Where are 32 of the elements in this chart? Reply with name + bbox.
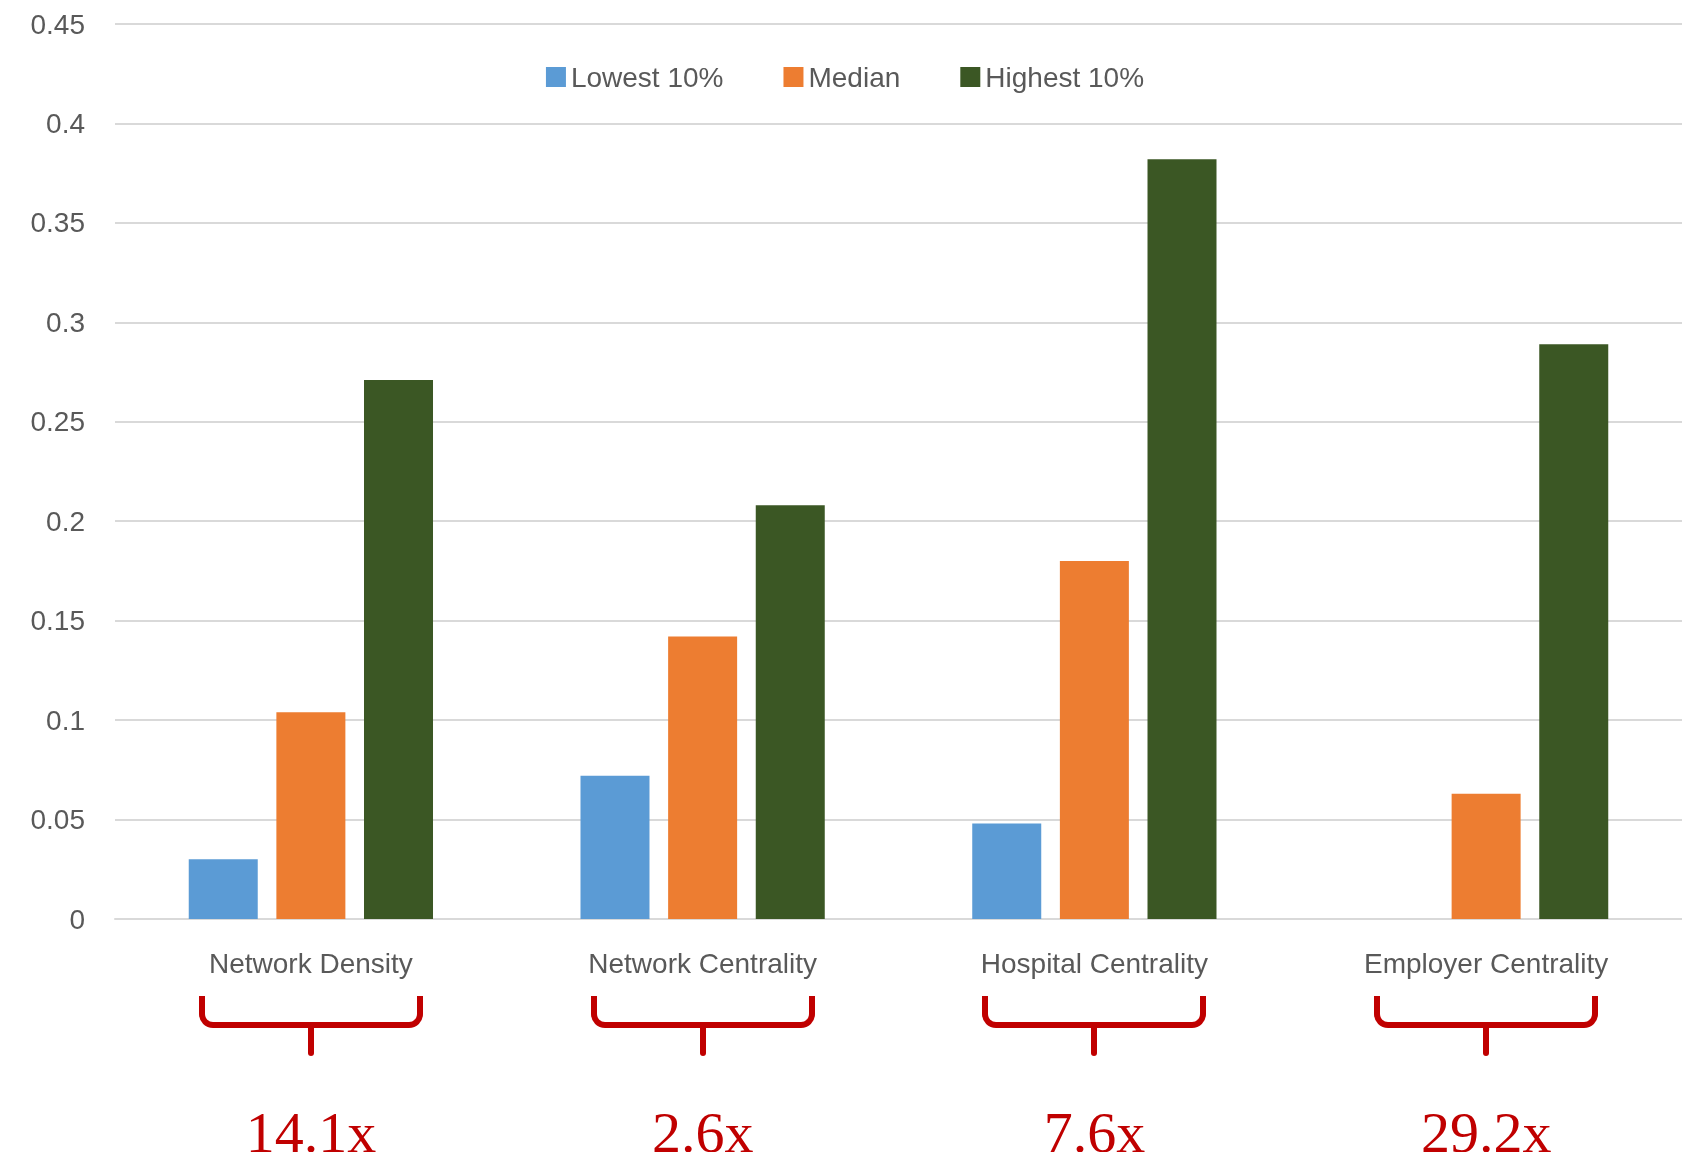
bar [1451,793,1521,919]
bar [755,505,825,919]
x-tick-label: Hospital Centrality [980,947,1208,979]
bar [580,775,650,919]
bar [1059,561,1129,919]
bar [1147,159,1217,919]
y-tick-label: 0.15 [30,605,85,637]
bar [276,712,346,919]
y-tick-label: 0.3 [46,306,85,338]
bar [972,823,1042,919]
y-tick-label: 0.05 [30,804,85,836]
y-tick-label: 0.35 [30,207,85,239]
x-tick-label: Network Centrality [588,947,817,979]
y-tick-label: 0.4 [46,107,85,139]
x-tick-label: Network Density [208,947,413,979]
text: 29.2x [1419,1099,1553,1152]
y-tick-label: 0.1 [46,704,85,736]
text: 7.6x [1042,1099,1147,1152]
y-tick-label: 0.45 [30,8,85,40]
y-tick-label: 0 [69,903,85,935]
text: 2.6x [650,1099,755,1152]
y-tick-label: 0.25 [30,406,85,438]
bar [364,380,434,919]
bar [668,636,738,919]
text: 14.1x [244,1099,378,1152]
legend-label: Highest 10% [985,61,1145,93]
bar [1539,344,1609,919]
legend-label: Lowest 10% [570,61,724,93]
y-tick-label: 0.2 [46,505,85,537]
legend-label: Median [808,61,901,93]
x-tick-label: Employer Centrality [1363,947,1609,979]
bar [188,859,258,919]
